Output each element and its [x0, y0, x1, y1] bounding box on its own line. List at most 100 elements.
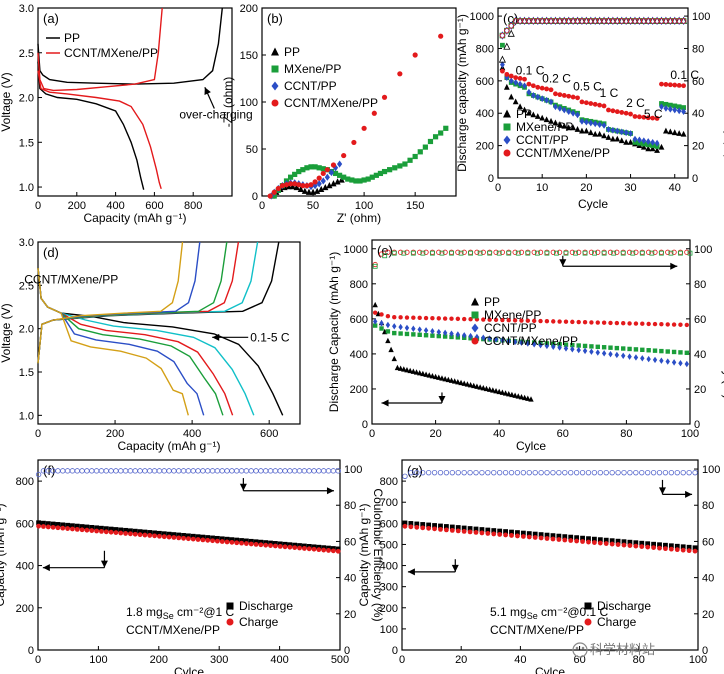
- efficiency-point: [579, 16, 585, 26]
- data-point: [526, 88, 532, 96]
- data-point: [651, 541, 656, 547]
- data-point: [239, 538, 244, 543]
- y2-axis-label: Coulombic Efficiency (%): [721, 265, 724, 398]
- y2-tick-label: 60: [694, 314, 706, 326]
- data-point: [449, 524, 455, 530]
- data-point: [224, 539, 230, 545]
- note-suffix: cm⁻²@1 C: [174, 605, 235, 619]
- efficiency-point: [417, 249, 423, 255]
- data-point: [161, 534, 167, 540]
- x-tick-label: 0: [35, 200, 41, 212]
- data-point: [628, 111, 633, 117]
- data-point: [190, 536, 196, 542]
- data-point: [538, 318, 543, 324]
- data-point: [473, 526, 479, 532]
- data-point: [535, 84, 541, 90]
- efficiency-point: [311, 468, 317, 474]
- data-point: [640, 143, 647, 150]
- x-tick-label: 40: [669, 182, 681, 194]
- data-point: [597, 121, 603, 128]
- efficiency-point: [686, 469, 692, 476]
- y-axis-label: Discharge capacity (mAh g⁻¹): [455, 14, 469, 172]
- data-point: [672, 103, 678, 109]
- efficiency-point: [35, 471, 42, 478]
- data-point: [200, 534, 206, 540]
- efficiency-point: [548, 16, 554, 26]
- data-point: [667, 105, 673, 113]
- data-point: [357, 178, 363, 184]
- data-point: [132, 528, 138, 534]
- data-point: [397, 365, 404, 371]
- data-point: [538, 532, 544, 538]
- data-point: [36, 523, 42, 529]
- data-point: [530, 92, 536, 99]
- data-point: [461, 528, 467, 534]
- x-tick-label: 800: [184, 200, 202, 212]
- data-point: [614, 109, 620, 115]
- efficiency-point: [557, 249, 563, 255]
- efficiency-point: [626, 249, 633, 255]
- data-point: [562, 537, 568, 543]
- data-point: [330, 180, 337, 187]
- data-point: [451, 378, 458, 384]
- legend-marker: [271, 65, 279, 73]
- efficiency-point: [601, 250, 607, 256]
- y-tick-label: 1.0: [19, 182, 34, 194]
- data-point: [365, 176, 371, 182]
- data-point: [407, 157, 413, 163]
- efficiency-point: [410, 250, 416, 256]
- data-point: [525, 395, 531, 401]
- data-point: [641, 137, 647, 145]
- data-point: [583, 127, 590, 134]
- data-point: [417, 332, 422, 338]
- efficiency-point: [287, 468, 293, 474]
- charge-curve: [37, 241, 201, 364]
- efficiency-point: [499, 32, 506, 39]
- efficiency-point: [473, 469, 479, 476]
- efficiency-point: [398, 249, 404, 255]
- data-point: [304, 183, 310, 189]
- discharge-curve: [37, 267, 189, 416]
- data-point: [496, 388, 502, 395]
- data-point: [539, 85, 545, 91]
- data-point: [458, 379, 464, 386]
- efficiency-point: [461, 249, 467, 255]
- y2-tick-label: 20: [702, 609, 714, 621]
- efficiency-point: [487, 250, 493, 256]
- data-point: [636, 136, 642, 144]
- data-point: [210, 538, 215, 544]
- efficiency-point: [224, 468, 230, 474]
- data-point: [248, 538, 254, 544]
- data-point: [171, 532, 177, 537]
- y-tick-label: 2.0: [19, 93, 34, 105]
- data-point: [128, 528, 133, 534]
- efficiency-point: [677, 249, 684, 255]
- efficiency-point: [556, 469, 562, 476]
- data-point: [513, 75, 519, 81]
- arrow-head: [438, 395, 446, 403]
- data-point: [219, 536, 225, 542]
- data-point: [272, 543, 278, 549]
- efficiency-point: [414, 469, 420, 476]
- panel-label: (d): [43, 245, 59, 260]
- x-tick-label: 0: [399, 654, 405, 666]
- efficiency-point: [550, 469, 556, 476]
- data-point: [566, 93, 572, 99]
- data-point: [301, 187, 308, 194]
- data-point: [404, 366, 410, 373]
- efficiency-point: [467, 469, 473, 476]
- efficiency-point: [587, 16, 594, 26]
- data-point: [589, 344, 594, 349]
- y-axis-label: Capacity (mAh g⁻¹): [357, 503, 371, 606]
- data-point: [423, 315, 429, 321]
- data-point: [570, 109, 576, 117]
- efficiency-point: [601, 16, 607, 26]
- data-point: [487, 335, 492, 342]
- data-point: [479, 530, 485, 536]
- data-point: [128, 531, 133, 537]
- data-point: [385, 321, 391, 329]
- data-point: [681, 105, 686, 110]
- data-point: [50, 521, 56, 527]
- data-point: [464, 381, 471, 387]
- data-point: [657, 542, 662, 548]
